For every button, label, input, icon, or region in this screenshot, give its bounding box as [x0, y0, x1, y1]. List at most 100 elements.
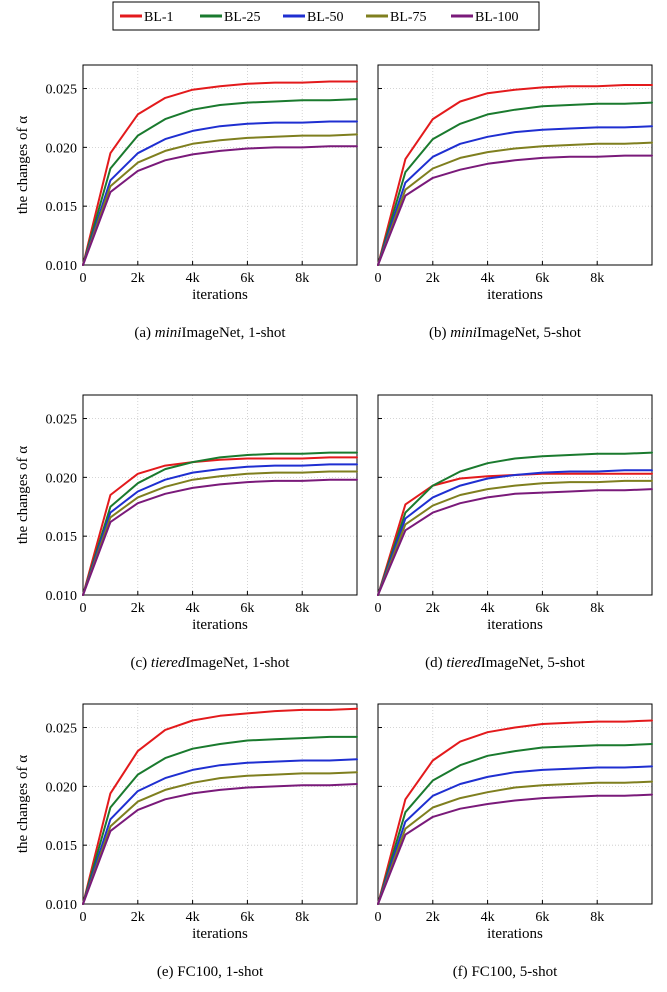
legend-label: BL-75	[390, 10, 427, 25]
x-axis-label: iterations	[487, 926, 543, 942]
legend: BL-1 BL-25 BL-50 BL-75 BL-100	[112, 1, 540, 31]
chart-panel: 0 2k 4k 6k 8k iterations (f) FC100, 5-shot	[375, 703, 653, 980]
y-tick-label: 0.015	[46, 530, 78, 545]
caption-italic: mini	[450, 325, 477, 341]
panel-caption: (b) miniImageNet, 5-shot	[429, 325, 582, 341]
x-tick-label: 2k	[426, 601, 440, 616]
caption-text: FC100, 5-shot	[471, 964, 558, 980]
panel-caption: (e) FC100, 1-shot	[157, 964, 264, 980]
x-tick-label: 0	[80, 601, 87, 616]
x-tick-label: 2k	[131, 271, 145, 286]
x-tick-label: 8k	[590, 910, 604, 925]
y-axis-label: the changes of α	[15, 755, 31, 853]
x-axis-label: iterations	[487, 287, 543, 303]
y-tick-label: 0.025	[46, 83, 78, 98]
chart-panel: 0 2k 4k 6k 8k 0.010 0.015 0.020 0.025 iterations t…	[15, 64, 358, 341]
y-axis-label: the changes of α	[15, 446, 31, 544]
x-tick-label: 6k	[240, 601, 254, 616]
x-tick-label: 2k	[426, 271, 440, 286]
series-line-bl-100	[377, 154, 653, 266]
plot-frame	[82, 394, 358, 596]
caption-text: ImageNet, 5-shot	[477, 325, 582, 341]
x-tick-label: 8k	[295, 601, 309, 616]
series-line-bl-75	[82, 771, 358, 905]
series-line-bl-25	[377, 743, 653, 905]
caption-italic: tiered	[446, 655, 481, 671]
x-axis-label: iterations	[192, 617, 248, 633]
legend-entry: BL-100	[451, 10, 519, 25]
x-tick-label: 6k	[535, 271, 549, 286]
series-line-bl-50	[82, 463, 358, 596]
plot-frame	[377, 64, 653, 266]
series-line-bl-1	[82, 456, 358, 596]
series-line-bl-25	[82, 451, 358, 596]
x-tick-label: 6k	[535, 910, 549, 925]
legend-label: BL-1	[144, 10, 174, 25]
plot-frame	[82, 64, 358, 266]
caption-text: ImageNet, 1-shot	[181, 325, 286, 341]
y-tick-label: 0.010	[46, 898, 78, 913]
series-line-bl-50	[377, 765, 653, 905]
y-tick-label: 0.025	[46, 413, 78, 428]
legend-entry: BL-25	[200, 10, 261, 25]
legend-entry: BL-75	[366, 10, 427, 25]
x-tick-label: 2k	[426, 910, 440, 925]
caption-text: FC100, 1-shot	[177, 964, 264, 980]
series-line-bl-25	[377, 101, 653, 266]
x-tick-label: 6k	[535, 601, 549, 616]
caption-prefix: (b)	[429, 325, 450, 341]
x-tick-label: 8k	[590, 271, 604, 286]
x-tick-label: 4k	[186, 271, 200, 286]
series-line-bl-75	[82, 470, 358, 596]
x-axis-label: iterations	[192, 287, 248, 303]
y-tick-label: 0.015	[46, 839, 78, 854]
plot-frame	[82, 703, 358, 905]
y-tick-label: 0.010	[46, 589, 78, 604]
legend-label: BL-25	[224, 10, 261, 25]
caption-prefix: (c)	[131, 655, 151, 671]
series-line-bl-25	[82, 735, 358, 905]
panel-caption: (c) tieredImageNet, 1-shot	[131, 655, 291, 671]
x-tick-label: 0	[80, 271, 87, 286]
y-tick-label: 0.020	[46, 141, 78, 156]
x-axis-label: iterations	[192, 926, 248, 942]
plot-frame	[377, 394, 653, 596]
chart-panel: 0 2k 4k 6k 8k iterations (d) tieredImageNet, 5…	[375, 394, 653, 671]
series-line-bl-75	[82, 133, 358, 266]
series-line-bl-75	[377, 141, 653, 266]
x-tick-label: 8k	[295, 271, 309, 286]
x-tick-label: 0	[375, 271, 382, 286]
series-line-bl-50	[377, 469, 653, 596]
caption-italic: tiered	[151, 655, 186, 671]
caption-italic: mini	[155, 325, 182, 341]
series-line-bl-100	[377, 793, 653, 905]
x-tick-label: 2k	[131, 601, 145, 616]
series-line-bl-100	[82, 145, 358, 266]
panel-caption: (a) miniImageNet, 1-shot	[134, 325, 286, 341]
series-line-bl-1	[82, 707, 358, 905]
panel-caption: (d) tieredImageNet, 5-shot	[425, 655, 586, 671]
legend-entry: BL-50	[283, 10, 344, 25]
x-tick-label: 4k	[186, 601, 200, 616]
x-tick-label: 0	[375, 601, 382, 616]
caption-text: ImageNet, 1-shot	[185, 655, 290, 671]
y-tick-label: 0.010	[46, 259, 78, 274]
caption-prefix: (f)	[453, 964, 472, 980]
x-tick-label: 4k	[481, 910, 495, 925]
x-tick-label: 2k	[131, 910, 145, 925]
series-line-bl-75	[377, 479, 653, 596]
panel-caption: (f) FC100, 5-shot	[453, 964, 558, 980]
caption-prefix: (e)	[157, 964, 177, 980]
x-tick-label: 8k	[295, 910, 309, 925]
series-line-bl-1	[82, 80, 358, 266]
x-tick-label: 8k	[590, 601, 604, 616]
series-line-bl-100	[377, 488, 653, 596]
plot-frame	[377, 703, 653, 905]
y-tick-label: 0.025	[46, 722, 78, 737]
series-line-bl-1	[377, 719, 653, 905]
series-line-bl-25	[377, 451, 653, 596]
series-line-bl-50	[82, 120, 358, 266]
series-line-bl-1	[377, 84, 653, 266]
x-tick-label: 6k	[240, 271, 254, 286]
legend-entry: BL-1	[120, 10, 174, 25]
